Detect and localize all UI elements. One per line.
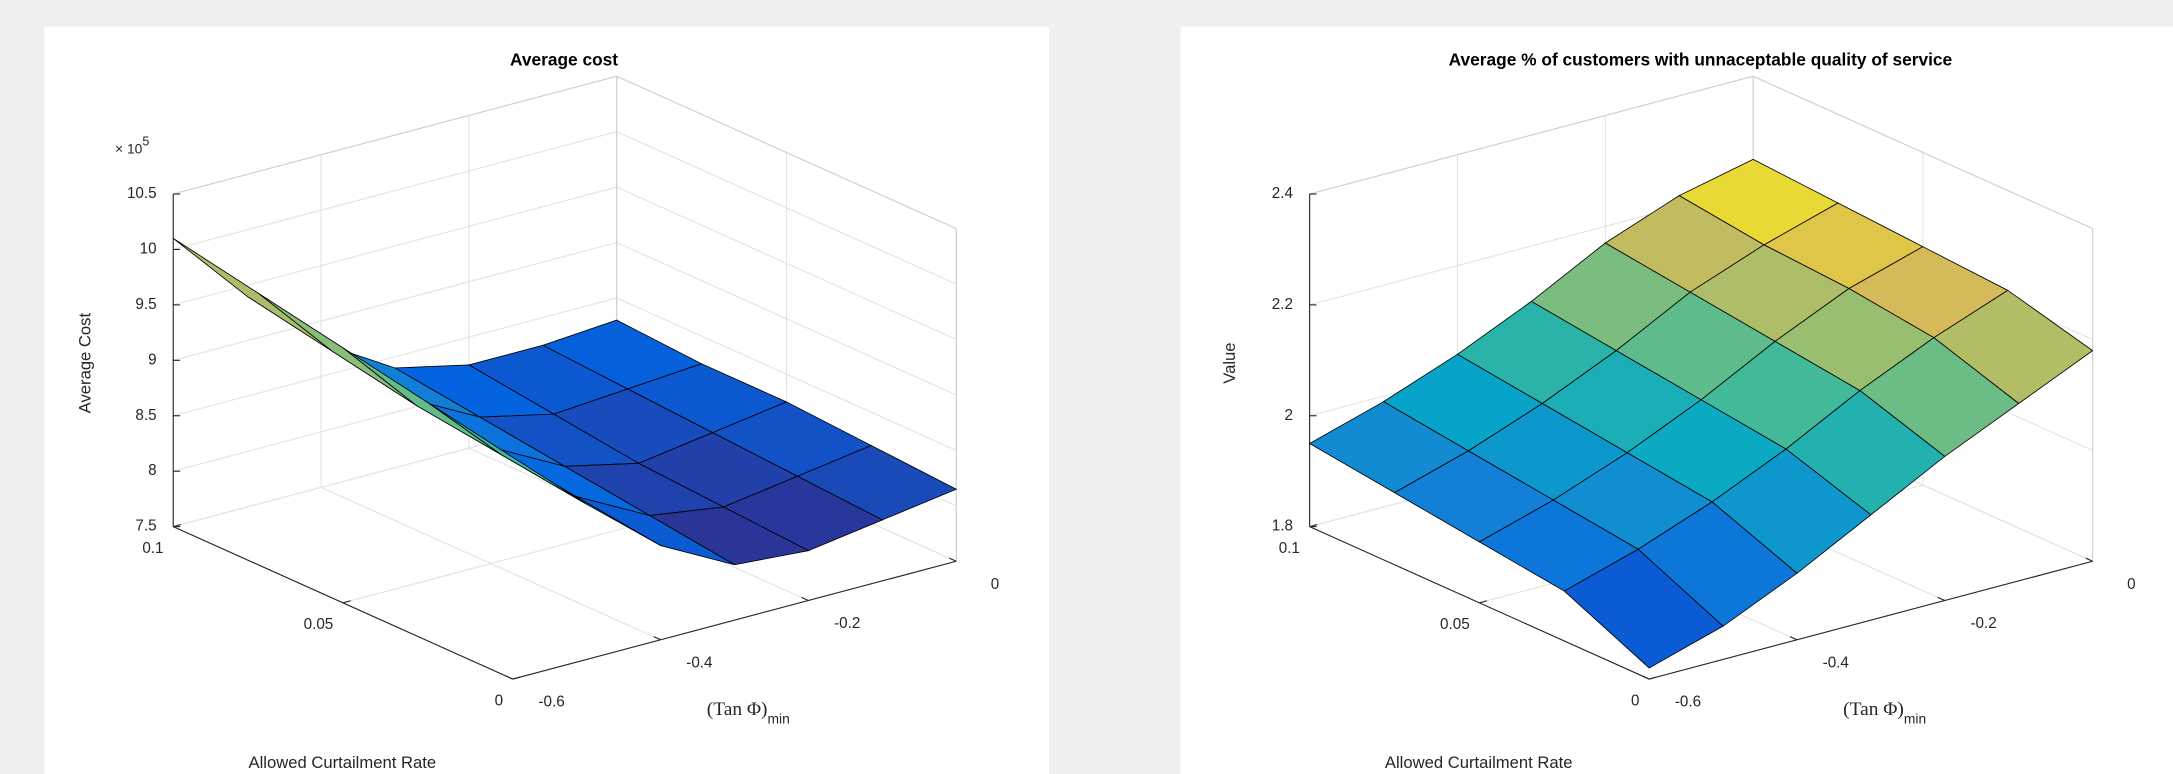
box-edge <box>173 75 617 195</box>
y-axis-label: Allowed Curtailment Rate <box>249 753 437 772</box>
chart-title: Average cost <box>510 50 618 70</box>
y-tick-label: 0.1 <box>1279 540 1300 557</box>
x-label-sub: min <box>1904 710 1926 726</box>
x-tick <box>1937 596 1946 602</box>
y-tick-label: 0.1 <box>142 540 163 557</box>
x-tick-label: -0.6 <box>538 694 564 711</box>
y-tick-label: 0.05 <box>1440 616 1470 633</box>
z-tick-label: 10 <box>140 240 157 257</box>
box-edge <box>1752 75 2093 230</box>
multiplier-text: × 10 <box>115 140 143 156</box>
x-tick-label: 0 <box>2127 576 2135 593</box>
z-axis-label: Average Cost <box>75 313 94 414</box>
z-axis-label: Value <box>1220 342 1239 383</box>
x-tick-label: -0.2 <box>834 615 860 632</box>
x-axis-label: (Tan Φ)min <box>1843 699 1926 726</box>
chart-title: Average % of customers with unnaceptable… <box>1449 50 1953 70</box>
multiplier-exponent: 5 <box>142 135 149 149</box>
x-tick-label: -0.2 <box>1970 615 1996 632</box>
x-tick <box>1641 675 1650 680</box>
z-tick-label: 9.5 <box>135 296 156 313</box>
y-tick <box>173 524 181 528</box>
box-edge <box>1309 75 1754 195</box>
x-label-sub: min <box>768 710 790 726</box>
x-tick-label: -0.4 <box>1823 654 1850 671</box>
x-label-text: (Tan Φ) <box>707 699 768 720</box>
chart: 7.5 8 8.5 9 9.5 10 10.5 -0.6 -0.4 -0.2 0 0 0.05 0.1 Av… <box>75 50 999 772</box>
y-tick <box>1649 676 1657 680</box>
x-tick <box>653 636 661 641</box>
x-axis <box>512 560 957 680</box>
surface-patch <box>427 402 587 505</box>
y-tick <box>1309 524 1318 528</box>
y-axis-label: Allowed Curtailment Rate <box>1385 753 1573 772</box>
z-tick-label: 8 <box>148 462 156 479</box>
y-tick-label: 0 <box>495 692 503 709</box>
x-label-text: (Tan Φ) <box>1843 699 1904 720</box>
x-tick <box>801 596 809 602</box>
y-tick-label: 0.05 <box>304 616 334 633</box>
z-tick-label: 2.2 <box>1272 296 1293 313</box>
x-tick-label: 0 <box>991 576 999 593</box>
x-tick-label: -0.4 <box>686 654 713 671</box>
z-tick-label: 9 <box>148 351 156 368</box>
x-tick <box>949 557 957 562</box>
x-tick <box>505 675 513 680</box>
x-tick-label: -0.6 <box>1675 694 1701 711</box>
surface-patch <box>1563 548 1724 669</box>
y-tick <box>342 600 351 604</box>
z-multiplier: × 105 <box>115 135 149 156</box>
x-axis-label: (Tan Φ)min <box>707 699 790 726</box>
y-tick-label: 0 <box>1631 692 1639 709</box>
box-edge <box>616 75 957 230</box>
z-tick-label: 2.4 <box>1272 185 1294 202</box>
z-tick-label: 7.5 <box>135 518 156 535</box>
z-tick-label: 2 <box>1285 407 1293 424</box>
x-tick <box>2085 557 2093 562</box>
z-tick-label: 8.5 <box>135 407 156 424</box>
x-axis <box>1649 560 2093 680</box>
z-tick-label: 10.5 <box>127 185 157 202</box>
z-tick-label: 1.8 <box>1272 518 1293 535</box>
chart: 1.8 2 2.2 2.4 -0.6 -0.4 -0.2 0 0 0.05 0.1 Average %… <box>1220 50 2136 772</box>
x-tick <box>1789 636 1798 641</box>
y-tick <box>1479 600 1488 604</box>
y-tick <box>512 676 521 680</box>
